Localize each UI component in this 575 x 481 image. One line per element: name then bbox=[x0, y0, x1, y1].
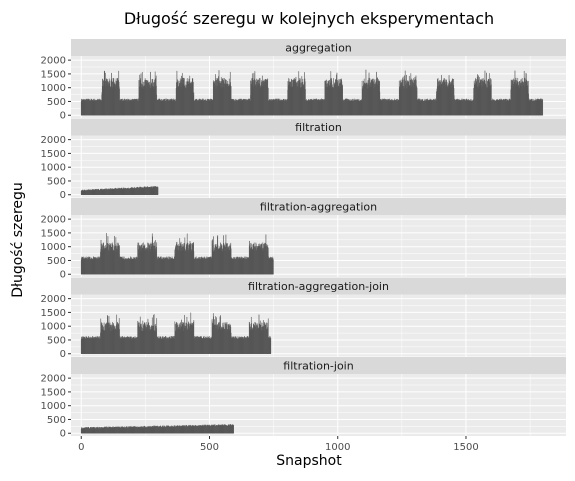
x-tick-label: 1000 bbox=[325, 442, 350, 453]
x-axis-label: Snapshot bbox=[276, 453, 342, 469]
facet-strip bbox=[71, 118, 566, 136]
y-tick-label: 500 bbox=[47, 256, 66, 267]
y-tick-label: 0 bbox=[60, 349, 66, 360]
facet-bars bbox=[80, 69, 543, 116]
facet-filtration: filtration 0 500 1000 1500 2000 bbox=[41, 118, 566, 201]
facet-strip-label: filtration-aggregation-join bbox=[248, 280, 389, 293]
chart-title: Długość szeregu w kolejnych eksperymenta… bbox=[124, 9, 494, 28]
facet-filtration-join: filtration-join 0 500 1000 1500 2000 bbox=[41, 357, 566, 440]
y-tick-label: 1000 bbox=[41, 242, 66, 253]
facet-strip bbox=[71, 198, 566, 215]
y-tick-label: 500 bbox=[47, 176, 66, 187]
x-axis: 0 500 1000 1500 bbox=[78, 436, 479, 453]
y-tick-label: 2000 bbox=[41, 294, 66, 305]
y-tick-label: 1000 bbox=[41, 322, 66, 333]
y-tick-label: 1000 bbox=[41, 83, 66, 94]
facet-strip-label: filtration-join bbox=[283, 360, 353, 373]
facet-filtration-aggregation: filtration-aggregation 0 500 1000 1500 2000 bbox=[41, 198, 566, 281]
facet-bars bbox=[80, 424, 234, 434]
facets-layer: aggregation 0 500 1000 1500 2000 filtration 0 50… bbox=[41, 39, 566, 440]
y-tick-label: 1500 bbox=[41, 149, 66, 160]
y-tick-label: 1500 bbox=[41, 387, 66, 398]
facet-bars bbox=[80, 312, 272, 354]
facet-filtration-aggregation-join: filtration-aggregation-join 0 500 1000 1500 2… bbox=[41, 277, 566, 360]
y-tick-label: 2000 bbox=[41, 135, 66, 146]
y-tick-label: 1500 bbox=[41, 228, 66, 239]
y-tick-label: 1500 bbox=[41, 69, 66, 80]
x-tick-label: 500 bbox=[200, 442, 219, 453]
y-tick-label: 0 bbox=[60, 111, 66, 122]
facet-strip-label: filtration bbox=[295, 121, 342, 134]
y-tick-label: 0 bbox=[60, 270, 66, 281]
facet-strip-label: filtration-aggregation bbox=[260, 201, 377, 214]
x-tick-label: 0 bbox=[78, 442, 84, 453]
facet-panel bbox=[71, 374, 566, 436]
y-tick-label: 1000 bbox=[41, 401, 66, 412]
y-axis-label: Długość szeregu bbox=[10, 182, 26, 298]
facet-aggregation: aggregation 0 500 1000 1500 2000 bbox=[41, 39, 566, 122]
facet-strip bbox=[71, 277, 566, 295]
y-tick-label: 0 bbox=[60, 429, 66, 440]
y-tick-label: 500 bbox=[47, 335, 66, 346]
facet-strip-label: aggregation bbox=[285, 42, 352, 55]
y-tick-label: 500 bbox=[47, 415, 66, 426]
facet-strip bbox=[71, 39, 566, 56]
y-tick-label: 2000 bbox=[41, 374, 66, 385]
facet-bars bbox=[80, 186, 159, 195]
facet-bars bbox=[80, 232, 274, 275]
y-tick-label: 2000 bbox=[41, 215, 66, 226]
y-tick-label: 2000 bbox=[41, 56, 66, 67]
facet-strip bbox=[71, 357, 566, 374]
y-tick-label: 0 bbox=[60, 190, 66, 201]
y-tick-label: 500 bbox=[47, 97, 66, 108]
y-tick-label: 1000 bbox=[41, 163, 66, 174]
x-tick-label: 1500 bbox=[453, 442, 478, 453]
y-tick-label: 1500 bbox=[41, 308, 66, 319]
